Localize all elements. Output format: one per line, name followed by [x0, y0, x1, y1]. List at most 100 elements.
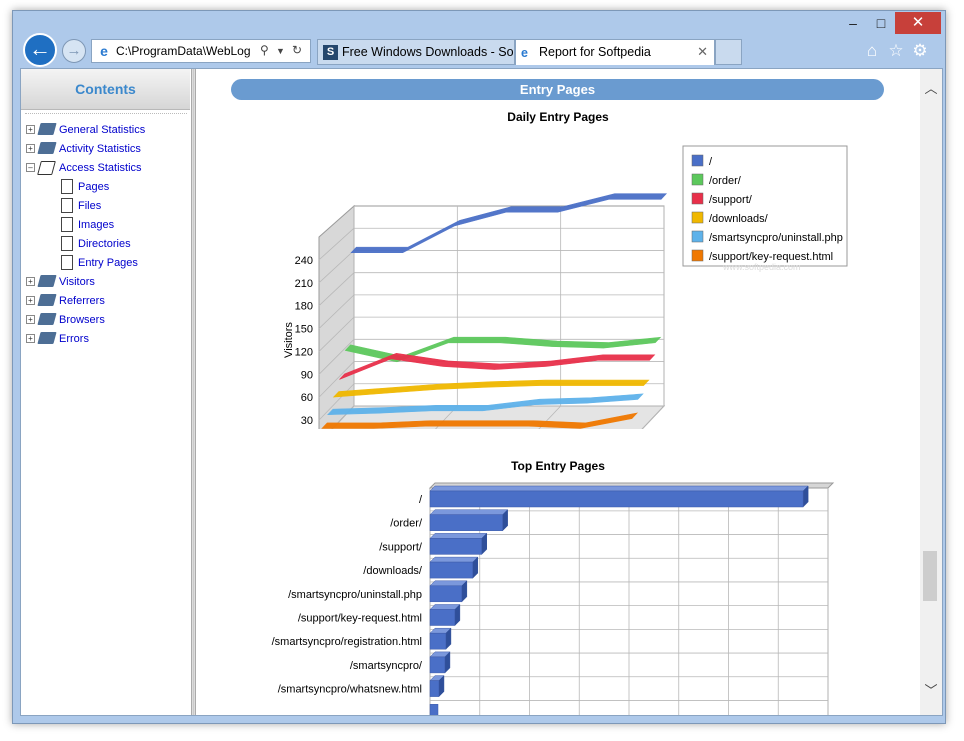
bar-category-label: /support/key-request.html	[298, 613, 422, 625]
bar-category-label: /smartsyncpro/	[350, 660, 423, 672]
sidebar-title: Contents	[21, 69, 190, 110]
series-line	[339, 352, 656, 380]
tree-item-referrers[interactable]: + Referrers	[21, 292, 191, 311]
legend-swatch	[691, 249, 704, 262]
bar-category-label: /smartsyncpro/registration.html	[272, 636, 422, 648]
page-viewport: Contents + General Statistics + Activity…	[20, 68, 943, 716]
tree-item-general-statistics[interactable]: + General Statistics	[21, 121, 191, 140]
tree-item-label[interactable]: Referrers	[59, 295, 105, 307]
closed-book-icon	[37, 275, 57, 287]
settings-gear-icon[interactable]: ⚙	[912, 41, 928, 60]
tree-item-images[interactable]: Images	[21, 216, 191, 235]
collapse-icon[interactable]: –	[26, 163, 35, 172]
legend-swatch	[691, 173, 704, 186]
forward-arrow-icon: →	[66, 42, 82, 59]
back-button[interactable]: ←	[23, 33, 57, 67]
address-url[interactable]: C:\ProgramData\WebLog	[116, 44, 251, 58]
closed-book-icon	[37, 294, 57, 306]
tree-item-label[interactable]: Access Statistics	[59, 162, 142, 174]
back-arrow-icon: ←	[29, 36, 51, 61]
legend-swatch	[691, 211, 704, 224]
tab-softpedia-downloads[interactable]: S Free Windows Downloads - So...	[317, 39, 515, 65]
open-book-icon	[37, 161, 56, 175]
new-tab-button[interactable]	[715, 39, 742, 65]
bar-chart-title: Top Entry Pages	[511, 459, 605, 473]
series-line	[327, 393, 644, 415]
tree-item-entry-pages[interactable]: Entry Pages	[21, 254, 191, 273]
tree-item-access-statistics[interactable]: – Access Statistics	[21, 159, 191, 178]
series-line	[350, 193, 668, 253]
tree-item-directories[interactable]: Directories	[21, 235, 191, 254]
tab-report[interactable]: e Report for Softpedia ✕	[515, 39, 715, 65]
bar-category-label: /order/	[390, 518, 423, 530]
expand-icon[interactable]: +	[26, 125, 35, 134]
line-chart-title: Daily Entry Pages	[507, 110, 609, 124]
y-tick-label: 210	[295, 278, 313, 290]
scroll-up-icon[interactable]: ︿	[924, 81, 938, 96]
tree-item-label[interactable]: Directories	[78, 238, 131, 250]
ie-favicon-icon: e	[521, 45, 528, 60]
address-bar[interactable]: e C:\ProgramData\WebLog ⚲ ▼ ↻	[91, 39, 311, 63]
series-line	[332, 379, 650, 398]
tab-label: Free Windows Downloads - So...	[342, 45, 515, 59]
tree-item-pages[interactable]: Pages	[21, 178, 191, 197]
expand-icon[interactable]: +	[26, 144, 35, 153]
refresh-icon[interactable]: ↻	[292, 43, 303, 57]
chart-legend	[682, 145, 848, 267]
top-entry-pages-chart: / /order/ /support/ /downloads/ /smartsyncpr…	[272, 482, 835, 715]
dropdown-arrow-icon[interactable]: ▼	[276, 46, 285, 56]
expand-icon[interactable]: +	[26, 296, 35, 305]
close-button[interactable]: ✕	[895, 12, 941, 34]
tree-item-files[interactable]: Files	[21, 197, 191, 216]
gridline	[641, 405, 665, 429]
tree-item-label[interactable]: General Statistics	[59, 124, 146, 136]
legend-swatch	[691, 154, 704, 167]
close-tab-icon[interactable]: ✕	[697, 44, 708, 59]
tree-item-label[interactable]: Visitors	[59, 276, 95, 288]
bar	[429, 632, 447, 650]
y-axis-label: Visitors	[283, 322, 295, 358]
tree-item-label[interactable]: Errors	[59, 333, 89, 345]
gridline	[318, 316, 355, 352]
gridline	[318, 383, 355, 421]
home-icon[interactable]: ⌂	[866, 41, 878, 60]
report-main: Entry Pages Daily Entry Pages 0306090120…	[196, 69, 920, 715]
scroll-thumb[interactable]	[923, 551, 937, 601]
scroll-down-icon[interactable]: ﹀	[924, 683, 938, 698]
tree-item-label[interactable]: Activity Statistics	[59, 143, 141, 155]
expand-icon[interactable]: +	[26, 315, 35, 324]
maximize-button[interactable]: □	[876, 15, 886, 31]
tree-item-label[interactable]: Entry Pages	[78, 257, 138, 269]
legend-label: /order/	[709, 175, 742, 187]
gridline	[318, 294, 355, 329]
tree-item-browsers[interactable]: + Browsers	[21, 311, 191, 330]
legend-swatch	[691, 192, 704, 205]
search-icon[interactable]: ⚲	[260, 43, 269, 57]
series-line	[321, 412, 639, 429]
favorites-star-icon[interactable]: ☆	[888, 41, 904, 60]
contents-tree: + General Statistics + Activity Statisti…	[21, 121, 191, 349]
page-document-icon	[61, 198, 73, 213]
tree-item-label[interactable]: Files	[78, 200, 102, 212]
bar	[429, 609, 456, 626]
y-tick-label: 240	[295, 255, 313, 267]
tree-item-visitors[interactable]: + Visitors	[21, 273, 191, 292]
tree-item-label[interactable]: Images	[78, 219, 115, 231]
tree-item-errors[interactable]: + Errors	[21, 330, 191, 349]
legend-swatch	[691, 230, 704, 243]
bar	[429, 680, 440, 697]
minimize-button[interactable]: –	[849, 15, 857, 31]
vertical-scrollbar[interactable]: ︿ ﹀	[920, 69, 942, 715]
expand-icon[interactable]: +	[26, 334, 35, 343]
gridline	[318, 250, 355, 284]
tab-label: Report for Softpedia	[539, 45, 651, 59]
expand-icon[interactable]: +	[26, 277, 35, 286]
sidebar-splitter[interactable]	[191, 69, 196, 715]
bar-top	[429, 556, 479, 563]
tree-item-label[interactable]: Pages	[78, 181, 110, 193]
bar-top	[429, 509, 509, 515]
tree-item-label[interactable]: Browsers	[59, 314, 105, 326]
closed-book-icon	[37, 142, 57, 154]
forward-button[interactable]: →	[62, 39, 86, 63]
tree-item-activity-statistics[interactable]: + Activity Statistics	[21, 140, 191, 159]
